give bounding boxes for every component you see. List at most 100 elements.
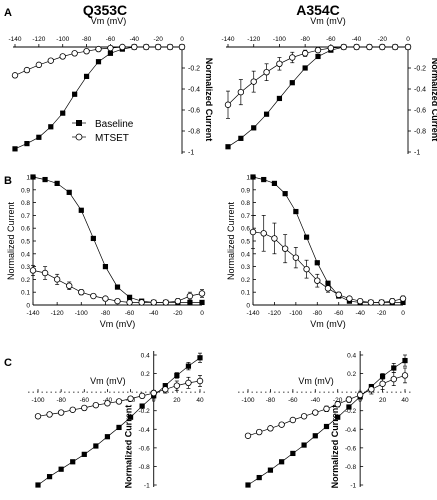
data-point <box>312 433 318 439</box>
data-point <box>327 44 335 52</box>
y-tick-label: -0.8 <box>188 129 200 136</box>
data-point <box>78 207 84 213</box>
data-point <box>66 189 72 195</box>
data-point <box>114 284 121 290</box>
data-point <box>143 43 150 51</box>
data-point <box>34 413 42 420</box>
legend-mtset-label: MTSET <box>95 133 129 144</box>
y-tick-label: -0.4 <box>188 87 200 94</box>
data-point <box>249 228 257 236</box>
data-point <box>83 73 90 79</box>
x-tick-label: -80 <box>300 36 310 43</box>
data-point <box>58 466 64 472</box>
data-point <box>256 474 262 481</box>
y-tick-label: 0.4 <box>241 251 250 258</box>
x-tick-label: -120 <box>268 310 281 317</box>
x-tick-label: -20 <box>378 36 388 43</box>
y-tick-label: -0.4 <box>345 427 357 434</box>
y-tick-label: -0.2 <box>414 66 426 73</box>
data-point <box>267 425 274 432</box>
x-tick-label: 40 <box>196 397 204 404</box>
data-point <box>263 111 270 117</box>
data-point <box>312 409 319 416</box>
x-tick-label: -20 <box>377 310 387 317</box>
x-tick-label: -80 <box>313 310 323 317</box>
data-point <box>300 413 308 420</box>
data-point <box>346 404 352 410</box>
data-point <box>315 53 321 60</box>
data-point <box>289 80 295 86</box>
x-tick-label: -20 <box>173 310 183 317</box>
legend-mtset-marker <box>75 133 83 141</box>
y-tick-label: 0.3 <box>241 264 250 271</box>
chart-c-left: -100-80-60-40-20020400.40.2-0.2-0.4-0.6-… <box>28 351 206 490</box>
y-tick-label: -0.8 <box>345 464 357 471</box>
data-point <box>83 48 90 55</box>
data-point <box>42 176 48 183</box>
series-mtset <box>244 367 409 439</box>
data-point <box>401 372 409 379</box>
data-point <box>379 43 386 51</box>
x-tick-label: 0 <box>180 36 184 43</box>
x-tick-label: -120 <box>32 36 45 43</box>
data-point <box>314 46 322 54</box>
y-tick-label: -0.6 <box>188 108 200 115</box>
data-point <box>366 43 373 51</box>
data-point <box>131 43 138 51</box>
x-tick-label: -60 <box>80 397 90 404</box>
data-point <box>301 442 307 448</box>
x-tick-label: -100 <box>289 310 302 317</box>
data-point <box>356 297 364 305</box>
data-point <box>271 180 278 186</box>
data-point <box>335 414 341 420</box>
data-point <box>271 235 278 242</box>
data-point <box>289 54 296 61</box>
y-tick-label: -0.2 <box>345 408 357 415</box>
data-point <box>59 53 66 60</box>
y-tick-label: 0.1 <box>21 290 30 297</box>
y-axis-label: Normalized Current <box>430 58 437 142</box>
data-point <box>378 299 385 306</box>
y-tick-label: 0.8 <box>241 200 250 207</box>
data-point <box>23 66 31 74</box>
x-tick-label: -60 <box>106 36 116 43</box>
data-point <box>104 434 111 440</box>
data-point <box>66 282 73 289</box>
data-point <box>107 50 114 56</box>
x-axis-label: Vm (mV) <box>310 319 346 329</box>
x-tick-label: 20 <box>173 397 181 404</box>
x-tick-label: -80 <box>266 397 276 404</box>
data-point <box>346 295 353 302</box>
data-point <box>126 294 133 300</box>
data-point <box>390 375 397 383</box>
data-point <box>46 411 53 418</box>
data-point <box>237 88 245 96</box>
x-tick-label: -140 <box>221 36 234 43</box>
data-point <box>399 295 407 302</box>
y-tick-label: -0.2 <box>188 66 200 73</box>
data-point <box>198 290 206 297</box>
x-tick-label: -140 <box>8 36 21 43</box>
data-point <box>303 234 310 240</box>
data-point <box>224 101 232 108</box>
y-tick-label: 0.2 <box>241 277 250 284</box>
data-point <box>301 50 309 57</box>
data-point <box>340 43 347 51</box>
x-tick-label: -100 <box>56 36 69 43</box>
data-point <box>24 141 30 147</box>
data-point <box>356 391 364 399</box>
series-mtset <box>34 375 204 420</box>
x-tick-label: -60 <box>288 397 298 404</box>
panel-letter-b: B <box>4 175 12 187</box>
y-tick-label: 0.1 <box>241 290 250 297</box>
y-axis-label: Normalized Current <box>330 405 340 489</box>
data-point <box>199 299 205 306</box>
y-tick-label: 0.5 <box>241 239 250 246</box>
y-tick-label: -0.6 <box>139 445 151 452</box>
data-point <box>391 43 399 51</box>
y-tick-label: -1 <box>350 483 356 490</box>
data-point <box>185 379 192 387</box>
data-point <box>323 423 330 430</box>
data-point <box>225 144 231 150</box>
data-point <box>90 235 96 242</box>
